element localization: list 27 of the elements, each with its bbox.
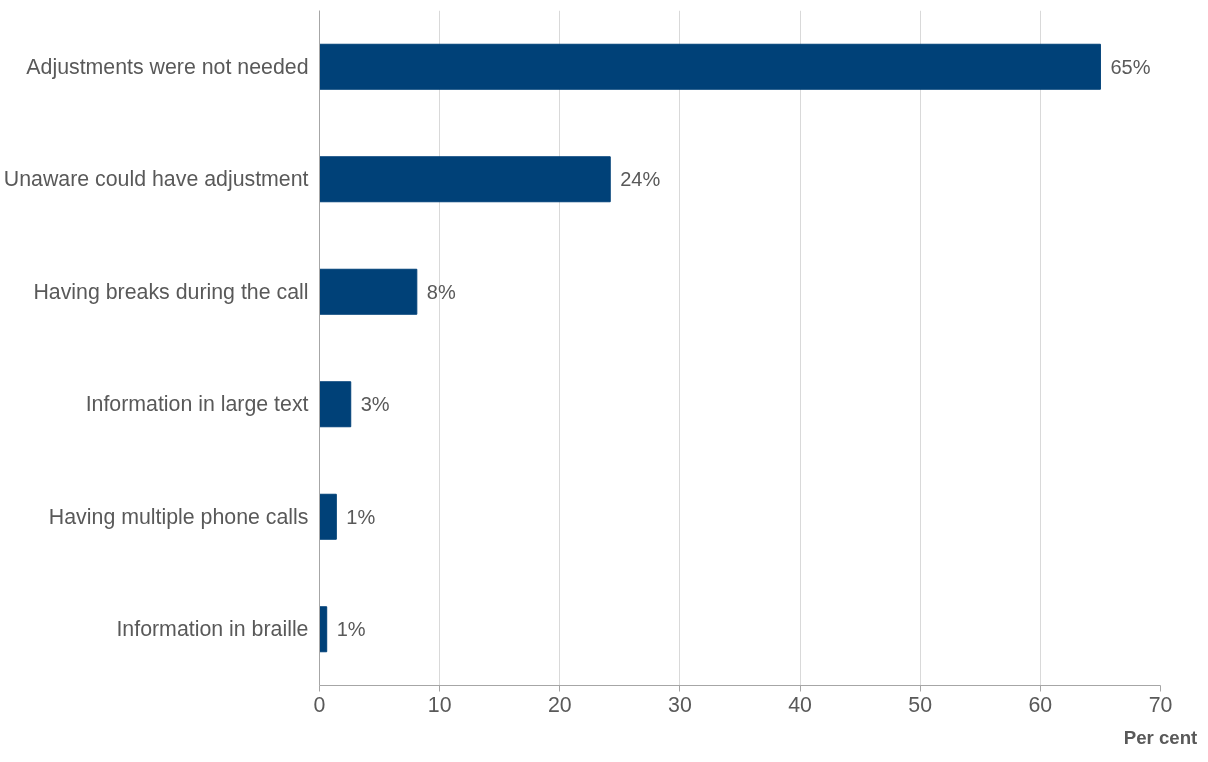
x-tick-label: 10 <box>427 692 452 717</box>
x-tick-label: 70 <box>1148 692 1173 717</box>
bar <box>319 493 337 540</box>
bar <box>319 268 418 315</box>
x-tick-label: 0 <box>313 692 326 717</box>
data-label: 8% <box>426 280 456 303</box>
x-tick-label: 30 <box>668 692 692 717</box>
y-tick-label: Information in large text <box>85 392 309 417</box>
data-label: 1% <box>346 505 376 528</box>
x-tick-label: 60 <box>1028 692 1053 717</box>
x-axis-title: Per cent <box>1123 726 1198 748</box>
x-tick-label: 40 <box>788 692 813 717</box>
data-label: 65% <box>1110 55 1151 78</box>
y-tick-label: Adjustments were not needed <box>26 54 309 79</box>
bar <box>319 381 352 428</box>
bar <box>319 606 328 653</box>
y-tick-label: Information in braille <box>116 617 309 642</box>
y-tick-label: Having multiple phone calls <box>48 504 309 529</box>
x-tick-label: 20 <box>547 692 572 717</box>
y-tick-label: Having breaks during the call <box>33 279 309 304</box>
data-label: 24% <box>620 168 661 191</box>
x-tick-label: 50 <box>908 692 933 717</box>
bar <box>319 43 1101 90</box>
y-tick-label: Unaware could have adjustment <box>3 167 309 192</box>
data-label: 3% <box>360 393 390 416</box>
bar <box>319 156 611 203</box>
data-label: 1% <box>336 618 366 641</box>
